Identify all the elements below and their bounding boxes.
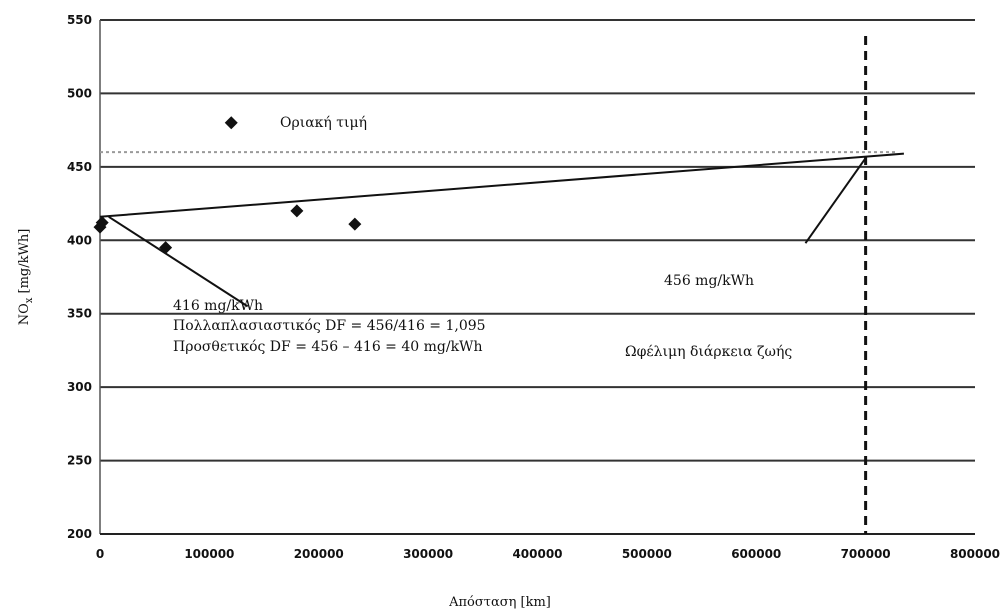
x-tick-label: 300000	[403, 547, 453, 561]
y-tick-label: 450	[67, 160, 92, 174]
x-tick-label: 0	[96, 547, 104, 561]
y-axis-label: NOx [mg/kWh]	[17, 229, 35, 326]
trend-line-segment	[99, 152, 904, 218]
plot-frame	[99, 20, 975, 535]
x-tick-labels: 0 100000 200000 300000 400000 500000 600000 700…	[96, 547, 1000, 561]
leader-line	[804, 157, 867, 244]
x-tick-label: 600000	[731, 547, 781, 561]
y-tick-label: 250	[67, 454, 92, 468]
y-tick-labels: 200 250 300 350 400 450 500 550	[67, 13, 92, 541]
annotation-end-value: 456 mg/kWh	[664, 273, 754, 289]
y-tick-label: 300	[67, 380, 92, 394]
trend-line	[99, 152, 904, 218]
data-point	[95, 216, 109, 230]
y-tick-label: 200	[67, 527, 92, 541]
x-tick-label: 200000	[294, 547, 344, 561]
x-tick-label: 800000	[950, 547, 1000, 561]
x-tick-label: 100000	[184, 547, 234, 561]
legend-label: Οριακή τιμή	[280, 115, 367, 131]
data-point	[159, 241, 173, 255]
leader-line	[108, 215, 249, 308]
data-point	[348, 217, 362, 231]
annotation-additive-df: Προσθετικός DF = 456 – 416 = 40 mg/kWh	[173, 339, 482, 355]
y-tick-label: 550	[67, 13, 92, 27]
y-tick-label: 500	[67, 86, 92, 100]
x-tick-label: 500000	[622, 547, 672, 561]
legend-marker	[224, 116, 238, 130]
annotation-leaders	[108, 157, 867, 308]
x-axis-label: Απόσταση [km]	[448, 595, 551, 610]
annotation-multiplicative-df: Πολλαπλασιαστικός DF = 456/416 = 1,095	[173, 318, 486, 334]
y-tick-label: 350	[67, 307, 92, 321]
gridlines	[100, 19, 975, 462]
annotation-start-value: 416 mg/kWh	[173, 298, 263, 314]
data-point	[290, 204, 304, 218]
annotation-useful-life: Ωφέλιμη διάρκεια ζωής	[625, 343, 792, 360]
legend: Οριακή τιμή	[224, 115, 367, 131]
x-tick-label: 400000	[512, 547, 562, 561]
y-tick-label: 400	[67, 233, 92, 247]
data-points	[93, 204, 362, 255]
x-tick-label: 700000	[841, 547, 891, 561]
